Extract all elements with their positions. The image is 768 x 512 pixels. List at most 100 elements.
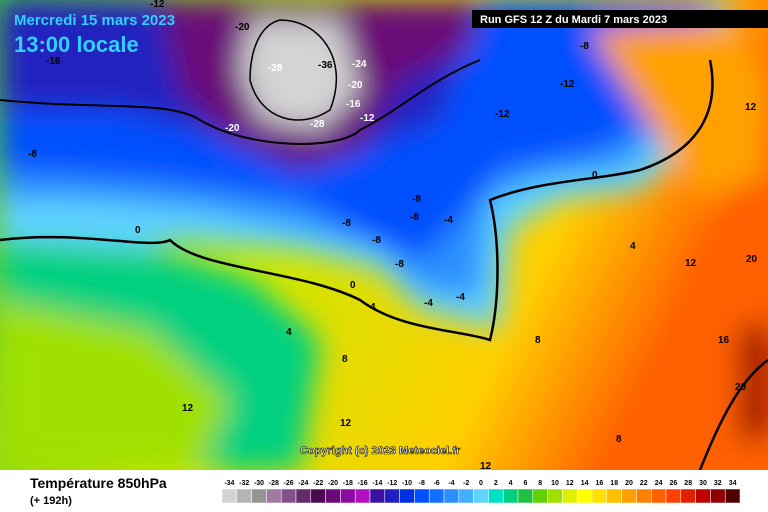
scale-label: 2 (494, 480, 498, 487)
contour-label: -8 (410, 212, 419, 223)
contour-label: -4 (424, 298, 433, 309)
scale-label: 32 (714, 480, 722, 487)
contour-label: -4 (444, 215, 453, 226)
temperature-field (0, 0, 768, 471)
contour-label: 8 (342, 354, 348, 365)
scale-swatch (606, 488, 622, 504)
contour-label: 0 (350, 280, 356, 291)
scale-label: -30 (254, 480, 264, 487)
scale-label: 34 (729, 480, 737, 487)
scale-swatch (414, 488, 430, 504)
contour-label: -8 (372, 235, 381, 246)
scale-label: 28 (684, 480, 692, 487)
scale-label: 6 (523, 480, 527, 487)
contour-label: 12 (340, 418, 352, 429)
contour-label: 4 (370, 302, 376, 313)
scale-swatch (428, 488, 445, 504)
color-scale: -34 -32 -30 -28 -26 -24 -22 -20 -18 -16 -14 -12 -10-… (221, 480, 741, 504)
scale-swatch (251, 488, 267, 504)
contour-label: -12 (360, 113, 375, 124)
scale-label: -8 (419, 480, 425, 487)
contour-label: -20 (235, 22, 250, 33)
scale-swatch (724, 488, 741, 504)
scale-swatch (369, 488, 386, 504)
scale-label: -28 (269, 480, 279, 487)
scale-label: -16 (358, 480, 368, 487)
scale-swatch (384, 488, 400, 504)
scale-swatch (576, 488, 593, 504)
scale-label: -2 (463, 480, 469, 487)
contour-label: 0 (135, 225, 141, 236)
scale-swatch (458, 488, 474, 504)
contour-label: 12 (745, 102, 757, 113)
contour-label: -8 (395, 259, 404, 270)
scale-label: -18 (343, 480, 353, 487)
contour-label: 16 (718, 335, 730, 346)
scale-label: -22 (313, 480, 323, 487)
scale-label: 8 (538, 480, 542, 487)
scale-label: 10 (551, 480, 559, 487)
scale-swatch (310, 488, 326, 504)
scale-swatch (325, 488, 341, 504)
scale-swatch (266, 488, 282, 504)
scale-swatch (532, 488, 548, 504)
scale-swatch (295, 488, 312, 504)
contour-labels: -20 -16 -12 -28 -36 -24 -20 -16 -12 -20 … (28, 0, 758, 472)
scale-label: -4 (448, 480, 454, 487)
scale-swatch (502, 488, 519, 504)
scale-swatch (399, 488, 415, 504)
scale-swatch (221, 488, 238, 504)
contour-label: 12 (182, 403, 194, 414)
contour-label: -20 (348, 80, 363, 91)
contour-label: -12 (150, 0, 165, 10)
contour-label: -8 (412, 194, 421, 205)
scale-swatch (591, 488, 608, 504)
scale-label: -12 (387, 480, 397, 487)
scale-swatch (680, 488, 696, 504)
run-info: Run GFS 12 Z du Mardi 7 mars 2023 (480, 14, 667, 26)
scale-label: 30 (699, 480, 707, 487)
contour-label: -28 (310, 119, 325, 130)
scale-swatch (340, 488, 356, 504)
contour-label: -12 (560, 79, 575, 90)
contour-label: -20 (225, 123, 240, 134)
scale-label: 26 (670, 480, 678, 487)
contour-label: -8 (28, 149, 37, 160)
scale-swatch (650, 488, 667, 504)
contour-label: 0 (592, 170, 598, 181)
scale-label: -10 (402, 480, 412, 487)
contour-label: 4 (286, 327, 292, 338)
scale-swatch (695, 488, 711, 504)
scale-label: -24 (298, 480, 308, 487)
scale-label: -20 (328, 480, 338, 487)
scale-label: 20 (625, 480, 633, 487)
run-box (472, 10, 768, 28)
scale-label: -26 (284, 480, 294, 487)
contour-label: 20 (746, 254, 758, 265)
scale-label: -6 (433, 480, 439, 487)
scale-swatch (710, 488, 726, 504)
scale-label: -34 (224, 480, 234, 487)
forecast-time: 13:00 locale (14, 32, 139, 57)
contour-label: -4 (456, 292, 465, 303)
scale-swatch (488, 488, 504, 504)
contour-label: -16 (46, 56, 61, 67)
scale-label: 24 (655, 480, 663, 487)
contour-label: 8 (535, 335, 541, 346)
legend-title: Température 850hPa (30, 475, 167, 491)
scale-swatch (236, 488, 252, 504)
scale-swatch (665, 488, 682, 504)
scale-label: 0 (479, 480, 483, 487)
scale-swatch (354, 488, 371, 504)
legend-subtitle: (+ 192h) (30, 495, 72, 507)
scale-label: 12 (566, 480, 574, 487)
scale-swatch (517, 488, 534, 504)
contour-label: -12 (495, 109, 510, 120)
contour-label: -36 (318, 60, 333, 71)
scale-label: 22 (640, 480, 648, 487)
scale-swatch (636, 488, 652, 504)
scale-label: -14 (372, 480, 382, 487)
scale-label: -32 (239, 480, 249, 487)
